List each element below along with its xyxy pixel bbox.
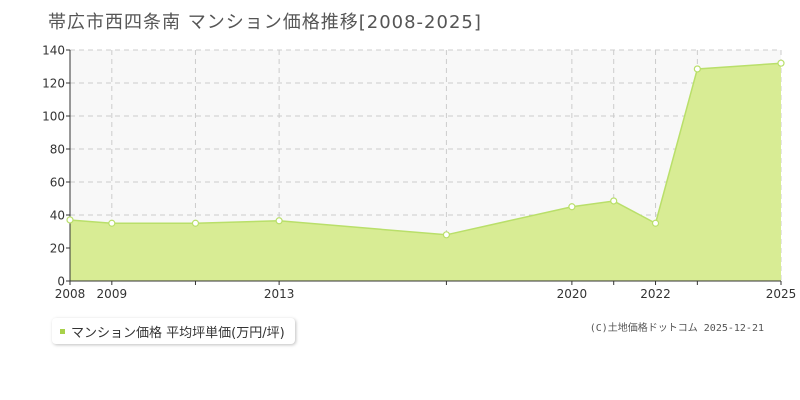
x-tick-label: 2020: [557, 287, 588, 301]
tick-labels: 0 20 40 60 80 100 120 140 2008 2009 2013 2020 2022 20…: [42, 44, 796, 302]
y-tick-label: 60: [50, 176, 65, 190]
y-tick-label: 80: [50, 143, 65, 157]
y-tick-label: 40: [50, 209, 65, 223]
x-tick-label: 2009: [97, 287, 128, 301]
x-tick-label: 2025: [766, 287, 797, 301]
y-tick-label: 100: [42, 110, 65, 124]
y-tick-label: 120: [42, 77, 65, 91]
x-tick-label: 2008: [55, 287, 86, 301]
legend-marker: [60, 328, 65, 334]
legend: マンション価格 平均坪単価(万円/坪): [52, 318, 295, 344]
axes: [66, 49, 782, 285]
data-point: [275, 217, 283, 225]
x-tick-label: 2013: [264, 287, 295, 301]
series-line: [69, 62, 782, 236]
y-tick-label: 0: [57, 275, 65, 289]
copyright-text: (C)土地価格ドットコム 2025-12-21: [589, 323, 764, 334]
series-area: [70, 63, 781, 282]
x-tick-label: 2022: [640, 287, 671, 301]
data-point: [777, 59, 785, 67]
y-tick-label: 140: [42, 44, 65, 58]
data-point: [610, 197, 618, 205]
data-point: [108, 219, 116, 227]
y-tick-label: 20: [50, 242, 65, 256]
data-point: [568, 203, 576, 211]
legend-label: マンション価格 平均坪単価(万円/坪): [71, 325, 285, 341]
data-point: [66, 216, 74, 224]
data-point: [191, 219, 200, 227]
data-points: [66, 59, 785, 239]
data-point: [651, 219, 660, 227]
data-point: [442, 231, 451, 239]
chart-title: 帯広市西四条南 マンション価格推移[2008-2025]: [48, 12, 482, 33]
data-point: [693, 65, 701, 73]
